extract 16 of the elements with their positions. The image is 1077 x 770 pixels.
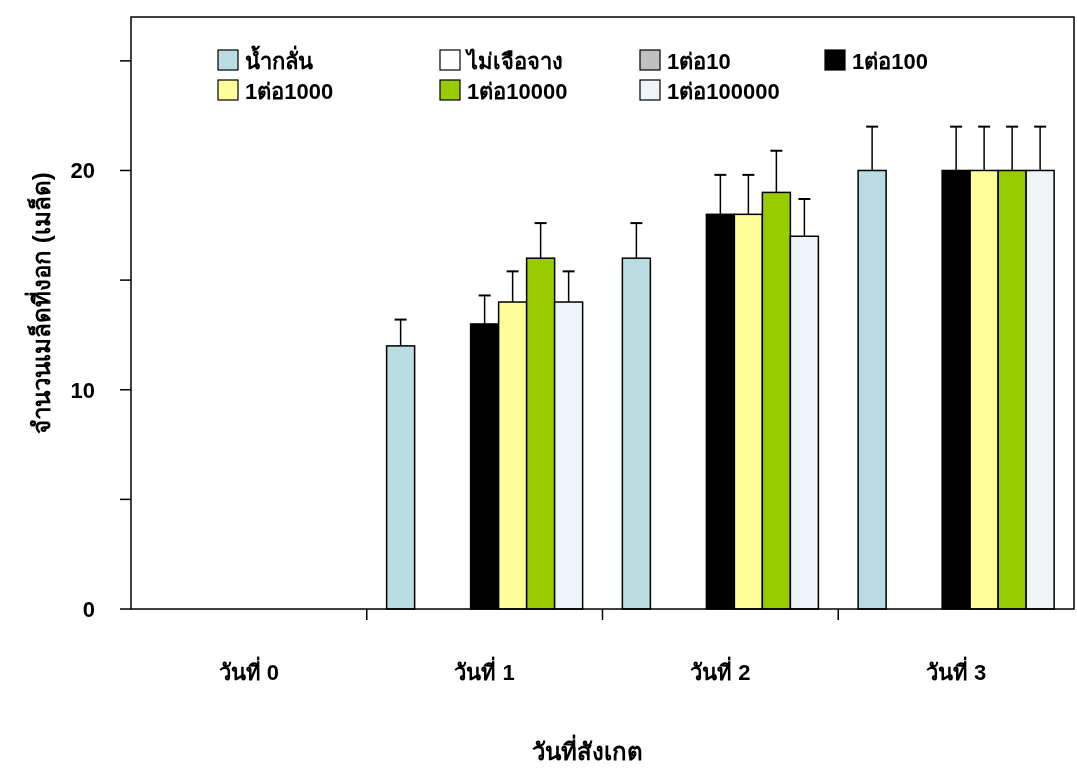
legend-label: ไม่เจือจาง [465, 48, 563, 74]
legend-label: น้ำกลั่น [245, 45, 313, 74]
y-tick-label: 0 [82, 597, 95, 622]
legend-label: 1ต่อ100000 [667, 79, 780, 104]
x-tick-label: วันที่ 1 [454, 656, 515, 685]
x-tick-label: วันที่ 3 [925, 656, 987, 685]
legend-label: 1ต่อ10 [667, 49, 731, 74]
y-axis-title: จำนวนเมล็ดที่งอก (เมล็ด) [24, 172, 55, 434]
y-tick-label: 20 [70, 158, 95, 184]
x-tick-label: วันที่ 2 [690, 656, 751, 685]
legend-label: 1ต่อ1000 [245, 79, 334, 104]
x-axis-title: วันที่สังเกต [532, 734, 643, 765]
legend-label: 1ต่อ100 [852, 49, 928, 74]
x-tick-label: วันที่ 0 [218, 656, 280, 685]
y-tick-label: 10 [70, 377, 95, 403]
legend-label: 1ต่อ10000 [467, 79, 568, 104]
